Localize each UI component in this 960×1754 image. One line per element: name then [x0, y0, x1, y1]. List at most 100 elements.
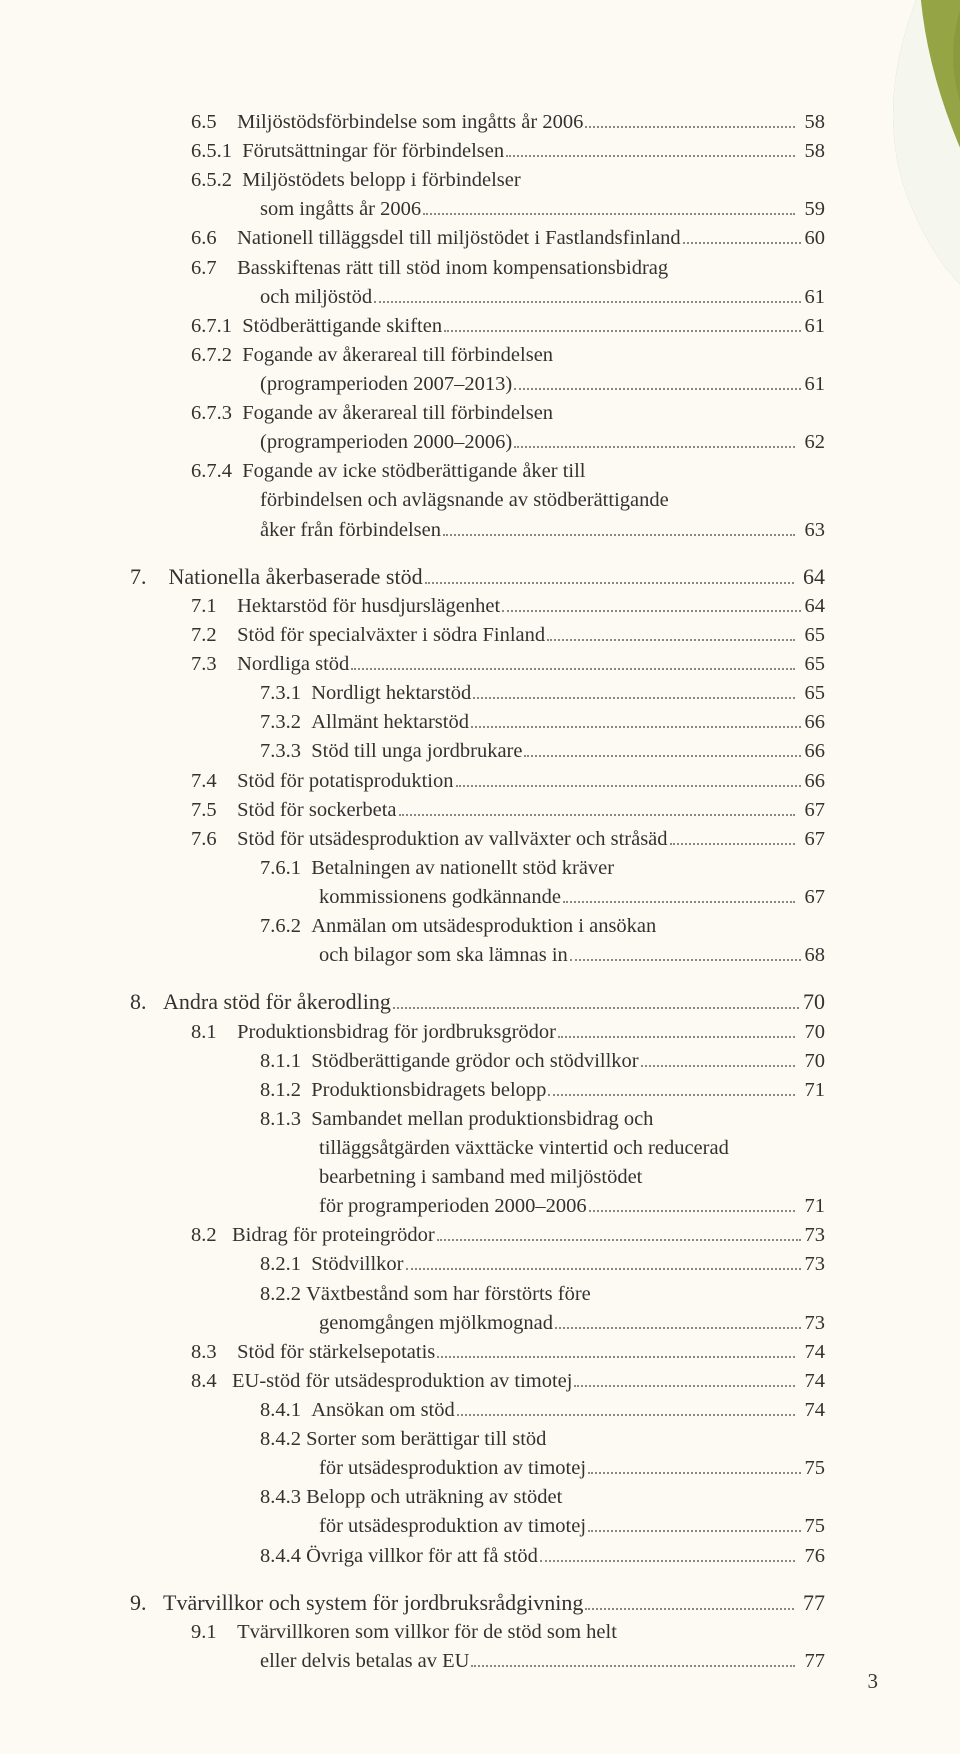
toc-leader-dots [437, 1223, 801, 1241]
toc-title: EU-stöd för utsädesproduktion av timotej [232, 1367, 572, 1396]
toc-entry: 7.3 Nordliga stöd 65 [130, 650, 825, 679]
toc-number: 6.7.2 [191, 341, 242, 370]
toc-title: för utsädesproduktion av timotej [319, 1512, 586, 1541]
toc-title: Stödberättigande grödor och stödvillkor [311, 1047, 638, 1076]
toc-page: 70 [799, 1018, 825, 1047]
toc-title: Stödberättigande skiften [242, 312, 442, 341]
toc-page: 65 [799, 679, 825, 708]
toc-entry: för programperioden 2000–2006 71 [130, 1192, 825, 1221]
toc-entry: 8.2.2 Växtbestånd som har förstörts före [130, 1280, 825, 1309]
toc-entry-continuation: förbindelsen och avlägsnande av stödberä… [130, 486, 825, 515]
toc-entry: 8.4.2 Sorter som berättigar till stöd [130, 1425, 825, 1454]
toc-title: Miljöstödets belopp i förbindelser [242, 166, 520, 195]
toc-number: 8.4.1 [260, 1396, 311, 1425]
toc-leader-dots [351, 652, 795, 670]
toc-number: 6.7.3 [191, 399, 242, 428]
toc-entry: 7.3.2 Allmänt hektarstöd66 [130, 708, 825, 737]
toc-title: Sambandet mellan produktionsbidrag och [311, 1105, 653, 1134]
toc-number: 7.3 [191, 650, 237, 679]
toc-number: 8.4.4 [260, 1542, 306, 1571]
toc-entry: 7.4 Stöd för potatisproduktion 66 [130, 767, 825, 796]
toc-entry: 7.6 Stöd för utsädesproduktion av vallvä… [130, 825, 825, 854]
toc-title: (programperioden 2007–2013) [260, 370, 512, 399]
toc-title: (programperioden 2000–2006) [260, 428, 512, 457]
toc-entry: 6.7.3 Fogande av åkerareal till förbinde… [130, 399, 825, 428]
toc-page: 70 [799, 1047, 825, 1076]
toc-leader-dots [457, 1398, 796, 1416]
toc-number: 8.2 [191, 1221, 232, 1250]
toc-entry: 8.1.1 Stödberättigande grödor och stödvi… [130, 1047, 825, 1076]
toc-title: Miljöstödsförbindelse som ingåtts år 200… [237, 108, 583, 137]
toc-entry: kommissionens godkännande 67 [130, 883, 825, 912]
toc-page: 66 [805, 767, 826, 796]
toc-leader-dots [456, 768, 801, 786]
toc-leader-dots [588, 1514, 800, 1532]
toc-entry: 7.6.1 Betalningen av nationellt stöd krä… [130, 854, 825, 883]
toc-number: 7.3.1 [260, 679, 311, 708]
toc-title: för programperioden 2000–2006 [319, 1192, 587, 1221]
toc-number: 6.7 [191, 254, 237, 283]
toc-title: Tvärvillkor och system för jordbruksrådg… [163, 1587, 583, 1618]
toc-number: 6.7.4 [191, 457, 242, 486]
toc-entry: 6.7.4 Fogande av icke stödberättigande å… [130, 457, 825, 486]
toc-title: Betalningen av nationellt stöd kräver [311, 854, 614, 883]
toc-leader-dots [393, 991, 799, 1009]
toc-page: 61 [805, 312, 826, 341]
toc-title: Förutsättningar för förbindelsen [242, 137, 504, 166]
toc-title: Andra stöd för åkerodling [163, 986, 391, 1017]
toc-entry: (programperioden 2000–2006) 62 [130, 428, 825, 457]
toc-page: 70 [803, 986, 825, 1017]
toc-title: Anmälan om utsädesproduktion i ansökan [311, 912, 656, 941]
toc-title: Belopp och uträkning av stödet [306, 1483, 562, 1512]
toc-title: Ansökan om stöd [311, 1396, 455, 1425]
toc-page: 74 [799, 1338, 825, 1367]
toc-entry: för utsädesproduktion av timotej75 [130, 1512, 825, 1541]
toc-entry: och bilagor som ska lämnas in 68 [130, 941, 825, 970]
toc-leader-dots [502, 593, 800, 611]
toc-title: Stödvillkor [311, 1250, 403, 1279]
toc-number: 9. [130, 1587, 163, 1618]
toc-entry: 8.4 EU-stöd för utsädesproduktion av tim… [130, 1367, 825, 1396]
toc-entry: 7.3.3 Stöd till unga jordbrukare66 [130, 737, 825, 766]
toc-page: 65 [799, 621, 825, 650]
toc-leader-dots [588, 1456, 800, 1474]
toc-number: 8.1.2 [260, 1076, 311, 1105]
toc-entry: 8.4.4 Övriga villkor för att få stöd 76 [130, 1542, 825, 1571]
toc-leader-dots [683, 226, 801, 244]
toc-entry-continuation: tilläggsåtgärden växttäcke vintertid och… [130, 1134, 825, 1163]
toc-number: 6.6 [191, 224, 237, 253]
toc-page: 65 [799, 650, 825, 679]
toc-title: och bilagor som ska lämnas in [319, 941, 568, 970]
toc-page: 75 [805, 1454, 826, 1483]
toc-entry: 8.1.2 Produktionsbidragets belopp 71 [130, 1076, 825, 1105]
toc-title: Stöd för sockerbeta [237, 796, 396, 825]
toc-entry: 6.5.1 Förutsättningar för förbindelsen 5… [130, 137, 825, 166]
toc-page: 73 [805, 1309, 826, 1338]
toc-title: Nordliga stöd [237, 650, 349, 679]
toc-page: 67 [799, 825, 825, 854]
toc-page: 58 [799, 108, 825, 137]
toc-leader-dots [471, 1649, 795, 1667]
toc-title: Övriga villkor för att få stöd [306, 1542, 538, 1571]
toc-leader-dots [555, 1310, 801, 1328]
toc-page: 66 [805, 737, 826, 766]
toc-entry: 8.2 Bidrag för proteingrödor73 [130, 1221, 825, 1250]
toc-title: Växtbestånd som har förstörts före [306, 1280, 591, 1309]
toc-title: Bidrag för proteingrödor [232, 1221, 435, 1250]
toc-number: 8.1 [191, 1018, 237, 1047]
toc-number: 7.1 [191, 592, 237, 621]
toc-number: 7. [130, 561, 169, 592]
toc-leader-dots [437, 1339, 795, 1357]
toc-title: Stöd för potatisproduktion [237, 767, 453, 796]
toc-number: 7.4 [191, 767, 237, 796]
toc-section-heading: 9. Tvärvillkor och system för jordbruksr… [130, 1587, 825, 1618]
toc-page: 67 [799, 796, 825, 825]
toc-page: 76 [799, 1542, 825, 1571]
toc-title: för utsädesproduktion av timotej [319, 1454, 586, 1483]
toc-page: 66 [805, 708, 826, 737]
toc-title: Stöd till unga jordbrukare [311, 737, 522, 766]
toc-entry: åker från förbindelsen 63 [130, 516, 825, 545]
toc-page: 68 [805, 941, 826, 970]
toc-number: 7.6 [191, 825, 237, 854]
toc-leader-dots [423, 197, 795, 215]
